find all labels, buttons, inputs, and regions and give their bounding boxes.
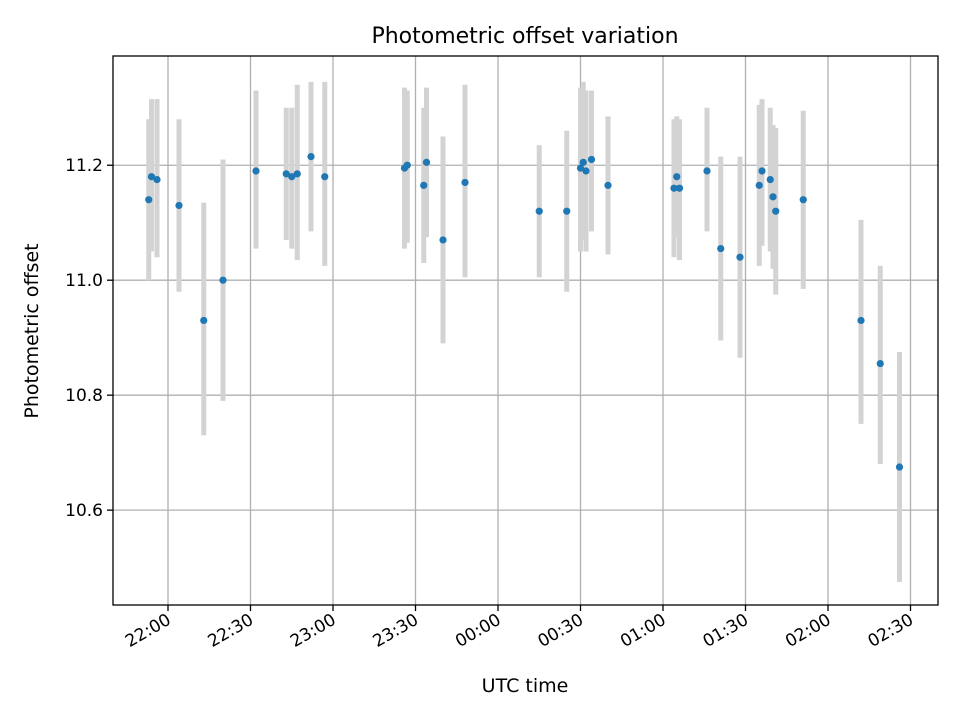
data-point [175,201,183,210]
data-point [582,167,590,175]
data-point [857,316,865,325]
data-point [147,173,156,181]
data-point [604,181,612,189]
y-tick-label: 11.0 [65,271,103,291]
data-point [675,184,684,192]
data-point [736,253,744,261]
data-point [587,155,596,164]
data-point [673,173,681,181]
data-point [799,196,807,204]
data-point [670,184,678,192]
data-point [200,316,208,325]
data-point [766,175,774,184]
chart-title: Photometric offset variation [371,24,678,49]
data-point [420,181,428,189]
data-point [422,158,431,166]
y-tick-label: 10.8 [65,386,103,406]
data-point [576,164,585,172]
data-point [535,207,543,215]
data-point [772,207,780,215]
data-point [219,276,227,284]
x-axis-label: UTC time [482,675,569,697]
data-point [307,153,315,161]
data-point [563,207,571,215]
y-tick-label: 10.6 [65,501,103,521]
data-point [703,167,711,175]
data-point [403,161,411,169]
data-point [758,167,766,175]
data-point [252,167,260,175]
data-point [876,359,884,368]
data-point [769,193,777,201]
y-axis-ticks: 10.6 10.8 11.0 11.2 [65,156,113,521]
data-point [145,196,153,204]
data-point [288,173,296,181]
data-point [321,173,329,181]
data-point [293,170,301,178]
data-point [282,170,290,178]
y-tick-label: 11.2 [65,156,103,176]
data-points [145,153,904,471]
data-point [153,175,161,184]
data-point [895,463,904,471]
data-point [461,178,469,187]
y-axis-label: Photometric offset [21,243,43,418]
data-point [717,244,725,253]
data-point [439,236,447,244]
plot-frame [112,55,939,606]
data-point [579,158,587,166]
data-point [755,181,763,189]
